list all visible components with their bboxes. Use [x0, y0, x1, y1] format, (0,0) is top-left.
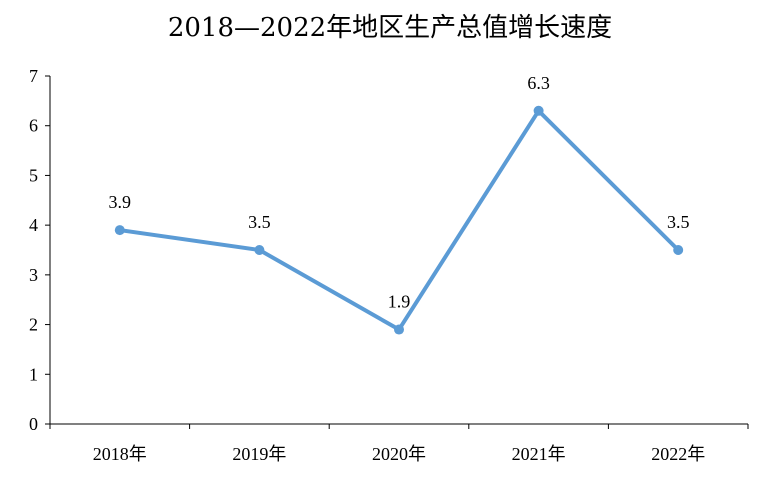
chart-title: 2018—2022年地区生产总值增长速度	[168, 13, 612, 43]
y-tick-label: 3	[29, 265, 38, 285]
x-tick-label: 2019年	[232, 444, 286, 464]
y-tick-label: 2	[29, 315, 38, 335]
data-point	[114, 225, 125, 236]
data-point	[533, 105, 544, 116]
y-tick-label: 1	[29, 364, 38, 384]
x-tick-label: 2020年	[372, 444, 426, 464]
data-label: 3.5	[248, 212, 271, 232]
y-tick-label: 4	[29, 215, 38, 235]
y-tick-label: 0	[29, 414, 38, 434]
data-point	[394, 324, 404, 335]
y-tick-label: 7	[29, 66, 38, 86]
data-point	[254, 245, 265, 255]
data-label: 3.5	[667, 212, 690, 232]
data-point	[673, 245, 684, 255]
y-tick-label: 5	[29, 165, 38, 185]
x-tick-label: 2022年	[651, 444, 705, 464]
data-label: 6.3	[527, 73, 550, 93]
data-labels: 3.9 3.5 1.9 6.3 3.5	[109, 73, 690, 312]
y-tick-label: 6	[29, 116, 38, 136]
y-axis-ticks: 0 1 2 3 4 5 6 7	[29, 66, 50, 434]
series	[114, 105, 684, 335]
data-label: 1.9	[388, 292, 411, 312]
x-tick-label: 2021年	[512, 444, 566, 464]
x-axis-ticks: 2018年 2019年 2020年 2021年 2022年	[49, 424, 749, 464]
data-label: 3.9	[109, 192, 132, 212]
axes	[49, 76, 748, 425]
x-tick-label: 2018年	[93, 444, 147, 464]
